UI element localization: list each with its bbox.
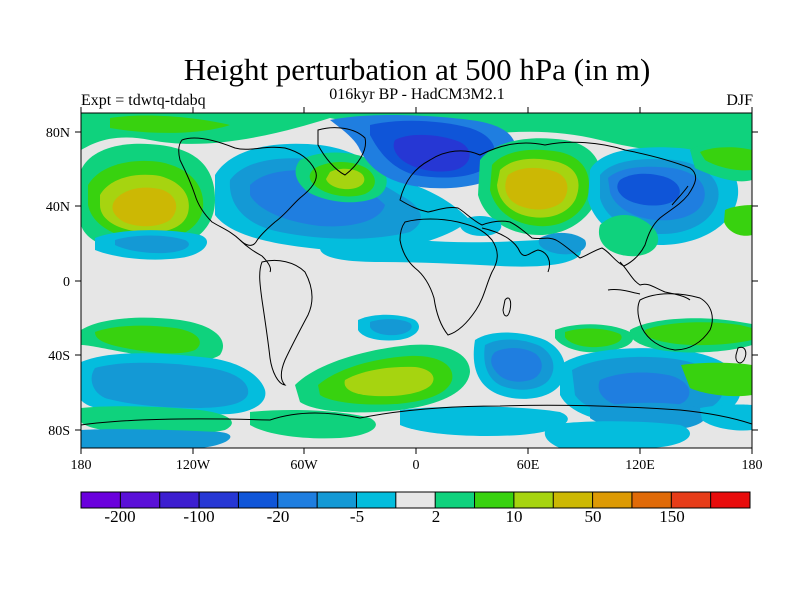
contour-shape [95,325,200,354]
contour-shape [617,173,680,206]
colorbar-swatch [710,492,751,508]
contour-shape [544,421,690,448]
lat-label-40n: 40N [46,200,70,215]
lat-label-80n: 80N [46,126,70,141]
contour-shape [344,366,434,397]
colorbar-swatch [435,492,475,508]
experiment-label: Expt = tdwtq-tdabq [81,92,206,109]
lon-label-60e: 60E [517,458,540,473]
colorbar-swatch [238,492,279,508]
contour-shape [644,322,752,346]
coastlines [81,127,752,426]
map-title: Height perturbation at 500 hPa (in m) [183,52,651,87]
contour-shape [700,147,752,171]
colorbar-swatch [631,492,672,508]
contour-shape [110,115,230,133]
colorbar-label: -100 [183,507,214,526]
contour-shape [400,406,568,436]
lon-label-180e: 180 [742,458,763,473]
colorbar [81,492,751,508]
contour-shape [370,319,412,336]
longitude-tick-marks [80,107,753,454]
colorbar-swatch [553,492,593,508]
contour-shape [565,328,622,348]
contour-shape [393,134,470,172]
contour-shape [491,348,542,382]
contour-shape [115,235,189,254]
colorbar-swatch [671,492,711,508]
lat-label-40s: 40S [48,349,70,364]
colorbar-label: 150 [659,507,685,526]
map-subtitle: 016kyr BP - HadCM3M2.1 [329,86,505,103]
contour-shape [112,187,177,227]
height-field [81,113,752,448]
colorbar-swatch [159,492,200,508]
colorbar-label: -20 [267,507,290,526]
colorbar-swatch [199,492,239,508]
colorbar-swatch [592,492,633,508]
colorbar-label: 2 [432,507,441,526]
colorbar-frame [80,491,751,509]
colorbar-swatch [356,492,397,508]
colorbar-swatch [277,492,318,508]
colorbar-swatch [474,492,515,508]
contour-shape [598,372,690,410]
contour-shape [724,205,752,236]
contour-shape [459,216,502,236]
colorbar-swatch [120,492,160,508]
contour-shape [81,406,232,435]
lon-label-0: 0 [413,458,420,473]
season-label: DJF [726,92,753,109]
colorbar-swatch [395,492,436,508]
colorbar-swatch [513,492,554,508]
colorbar-swatch [317,492,357,508]
colorbar-label: 50 [585,507,602,526]
contour-shape [81,429,231,448]
contour-shape [505,167,568,210]
contour-shape [91,362,249,408]
colorbar-swatch [81,492,121,508]
contour-shape [681,362,752,397]
colorbar-label: 10 [506,507,523,526]
lat-label-equator: 0 [63,275,70,290]
colorbar-label: -200 [104,507,135,526]
lon-label-60w: 60W [290,458,318,473]
lat-label-80s: 80S [48,424,70,439]
contour-shape [598,214,659,257]
lon-label-120e: 120E [625,458,655,473]
latitude-tick-marks [75,131,758,431]
lon-label-180w: 180 [71,458,92,473]
colorbar-label: -5 [350,507,364,526]
contour-shape [326,168,365,190]
lon-label-120w: 120W [176,458,211,473]
